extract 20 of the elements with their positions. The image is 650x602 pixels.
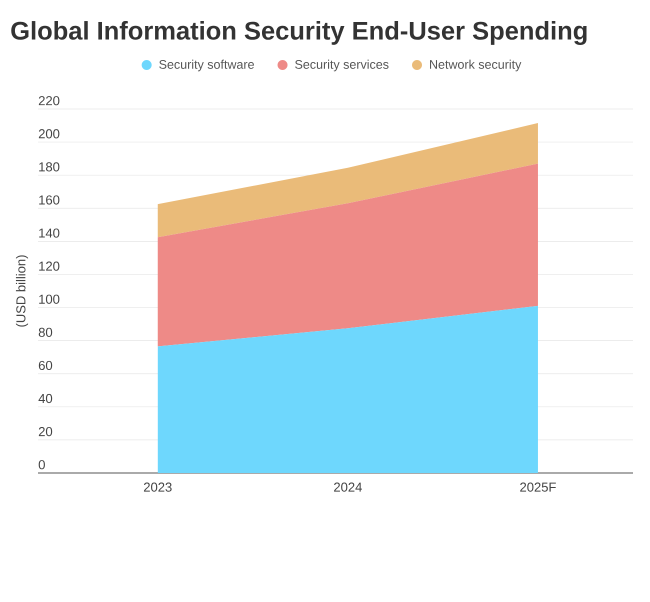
y-tick-label: 100 — [39, 294, 60, 304]
x-tick-label: 2023 — [144, 482, 172, 492]
y-tick-label: 120 — [39, 262, 60, 271]
chart-title: Global Information Security End-User Spending — [11, 21, 587, 45]
y-tick-label: 0 — [38, 460, 45, 470]
y-tick-label: 40 — [38, 394, 52, 404]
x-tick-label: 2024 — [334, 482, 362, 492]
legend-label: Security services — [295, 60, 389, 72]
y-tick-label: 200 — [38, 129, 60, 138]
y-tick-label: 80 — [38, 328, 52, 337]
y-tick-label: 160 — [39, 195, 60, 205]
y-axis-title: (USD billion) — [16, 255, 28, 327]
x-tick-label: 2025F — [520, 482, 556, 492]
y-tick-label: 60 — [38, 360, 52, 370]
y-tick-label: 140 — [39, 228, 60, 238]
y-tick-label: 220 — [38, 96, 60, 106]
legend-label: Network security — [430, 60, 522, 72]
y-tick-label: 180 — [39, 162, 60, 172]
legend-label: Security software — [159, 60, 254, 72]
y-tick-label: 20 — [38, 427, 52, 436]
